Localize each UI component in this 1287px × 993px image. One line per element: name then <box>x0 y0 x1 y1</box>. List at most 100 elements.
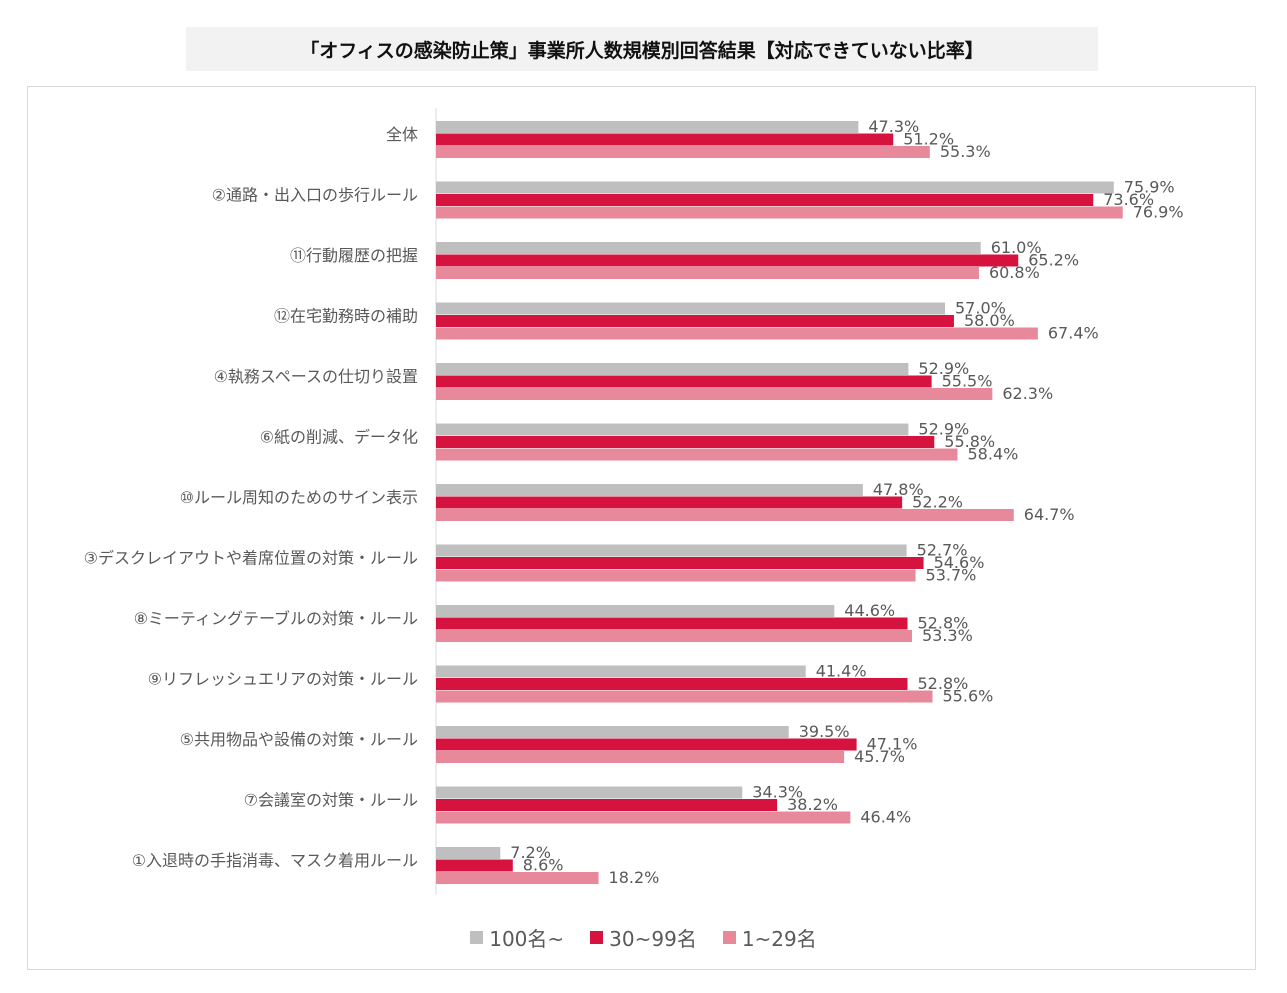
bar <box>436 146 930 158</box>
legend-label-100: 100名~ <box>489 926 565 951</box>
category-label: ⑦会議室の対策・ルール <box>244 791 418 810</box>
chart-frame <box>27 86 1256 970</box>
data-label: 41.4% <box>816 662 867 681</box>
data-label: 47.1% <box>867 735 918 754</box>
category-label: ⑧ミーティングテーブルの対策・ルール <box>134 609 418 628</box>
bar <box>436 847 501 859</box>
data-label: 75.9% <box>1124 178 1175 197</box>
data-label: 64.7% <box>1024 505 1075 524</box>
data-label: 76.9% <box>1133 203 1184 222</box>
legend-label-1-29: 1~29名 <box>741 926 817 951</box>
bar <box>436 242 981 254</box>
data-label: 45.7% <box>854 747 905 766</box>
bar <box>436 206 1123 219</box>
data-label: 53.7% <box>926 566 977 585</box>
category-label: ⑤共用物品や設備の対策・ルール <box>180 730 418 749</box>
data-label: 52.9% <box>918 420 969 439</box>
data-label: 60.8% <box>989 263 1040 282</box>
data-label: 57.0% <box>955 299 1006 318</box>
bar <box>436 786 743 799</box>
bar <box>436 859 513 872</box>
bar <box>436 423 909 436</box>
data-label: 51.2% <box>903 130 954 149</box>
category-label: ⑩ルール周知のためのサイン表示 <box>180 488 418 507</box>
category-label: ⑫在宅勤務時の補助 <box>274 307 418 326</box>
data-label: 54.6% <box>934 553 985 572</box>
legend-label-30-99: 30~99名 <box>609 926 697 951</box>
bar <box>436 509 1014 521</box>
category-label: ④執務スペースの仕切り設置 <box>214 367 418 386</box>
data-label: 34.3% <box>752 783 803 802</box>
data-label: 55.6% <box>943 687 994 706</box>
data-label: 67.4% <box>1048 324 1099 343</box>
data-label: 55.8% <box>944 432 995 451</box>
chart-title-box: 「オフィスの感染防止策」事業所人数規模別回答結果【対応できていない比率】 <box>186 27 1098 71</box>
data-label: 47.8% <box>873 480 924 499</box>
category-label: ⑨リフレッシュエリアの対策・ルール <box>148 670 418 689</box>
bar <box>436 302 946 315</box>
data-label: 7.2% <box>510 843 551 862</box>
data-label: 62.3% <box>1002 384 1053 403</box>
data-label: 73.6% <box>1103 190 1154 209</box>
category-label: ①入退時の手指消毒、マスク着用ルール <box>132 851 418 870</box>
bar <box>436 254 1019 267</box>
bar <box>436 267 979 279</box>
bar <box>436 388 993 400</box>
bar <box>436 690 933 703</box>
bar <box>436 181 1114 194</box>
bar <box>436 496 903 509</box>
bar <box>436 557 924 569</box>
data-label: 53.3% <box>922 626 973 645</box>
bar <box>436 484 863 496</box>
bar <box>436 448 958 461</box>
data-label: 44.6% <box>844 601 895 620</box>
bar <box>436 872 599 884</box>
category-label: ⑪行動履歴の把握 <box>290 246 418 265</box>
legend-item-1-29: 1~29名 <box>722 923 817 952</box>
legend: 100名~ 30~99名 1~29名 <box>0 923 1287 951</box>
legend-item-100: 100名~ <box>470 923 564 952</box>
data-label: 55.5% <box>942 372 993 391</box>
bar <box>436 811 851 824</box>
data-label: 18.2% <box>609 868 660 887</box>
category-label: ⑥紙の削減、データ化 <box>260 428 418 447</box>
data-label: 8.6% <box>523 856 564 875</box>
category-label: 全体 <box>386 125 418 144</box>
legend-swatch-1-29 <box>722 930 736 944</box>
bar <box>436 375 932 388</box>
bar <box>436 544 907 557</box>
bar <box>436 617 908 630</box>
data-label: 52.2% <box>912 493 963 512</box>
data-label: 52.8% <box>918 614 969 633</box>
legend-swatch-30-99 <box>590 930 604 944</box>
data-label: 52.9% <box>918 359 969 378</box>
bar <box>436 751 845 763</box>
bar <box>436 363 909 375</box>
bar <box>436 133 894 146</box>
bar <box>436 605 835 617</box>
bar <box>436 121 859 133</box>
data-label: 38.2% <box>787 795 838 814</box>
category-label: ③デスクレイアウトや着席位置の対策・ルール <box>84 549 418 568</box>
data-label: 55.3% <box>940 142 991 161</box>
data-label: 52.8% <box>918 674 969 693</box>
chart-title: 「オフィスの感染防止策」事業所人数規模別回答結果【対応できていない比率】 <box>300 39 984 62</box>
bar <box>436 315 954 327</box>
bar <box>436 726 789 738</box>
bar <box>436 799 778 811</box>
data-label: 39.5% <box>799 722 850 741</box>
bar <box>436 569 916 582</box>
legend-swatch-100 <box>470 930 484 944</box>
bar <box>436 630 912 642</box>
data-label: 58.4% <box>968 445 1019 464</box>
category-label: ②通路・出入口の歩行ルール <box>212 186 418 205</box>
legend-item-30-99: 30~99名 <box>590 923 697 952</box>
bar <box>436 665 806 678</box>
data-label: 47.3% <box>868 117 919 136</box>
bar <box>436 194 1094 206</box>
data-label: 46.4% <box>860 808 911 827</box>
bar <box>436 678 908 690</box>
data-label: 52.7% <box>917 541 968 560</box>
bar <box>436 327 1038 340</box>
